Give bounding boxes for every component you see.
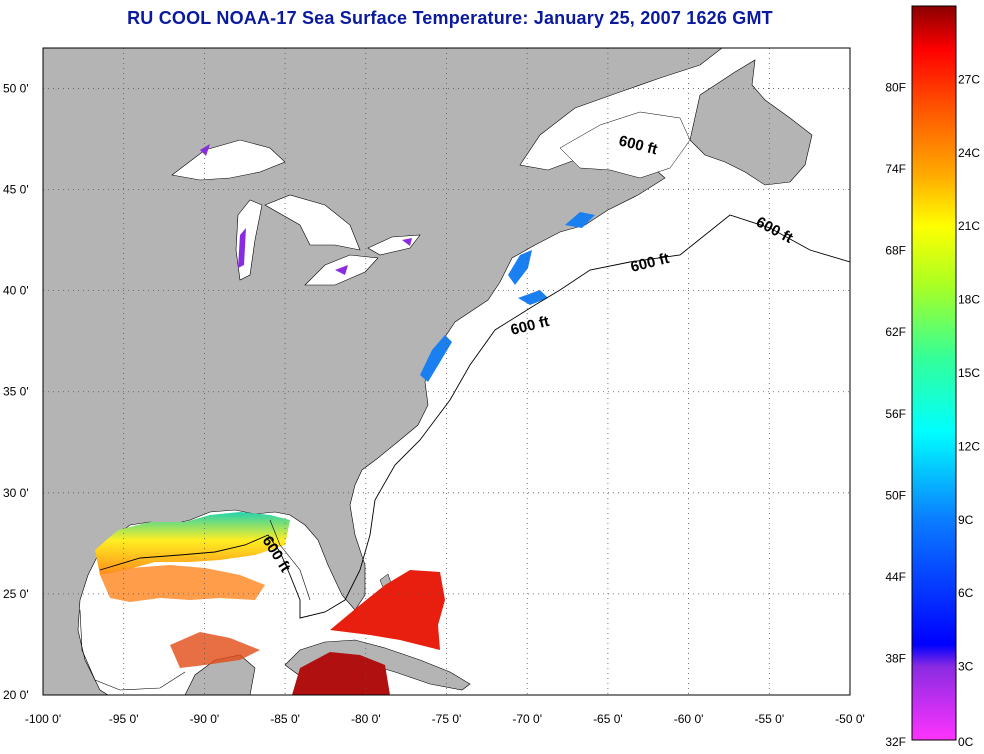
- latitude-tick-label: 20 0': [3, 688, 29, 702]
- gulf-sst-offshore: [100, 565, 265, 602]
- gulf-st-lawrence: [559, 111, 691, 179]
- gulf-inner-shelf-line: [79, 519, 311, 691]
- colorbar-gradient: [911, 5, 957, 741]
- colorbar-fahrenheit-label: 50F: [885, 488, 906, 502]
- colorbar-fahrenheit-labels: 32F 38F 44F 50F 56F 62F 68F 74F 80F: [885, 81, 906, 749]
- latitude-labels: 20 0' 25 0' 30 0' 35 0' 40 0' 45 0' 50 0': [3, 81, 29, 702]
- colorbar-fahrenheit-label: 74F: [885, 162, 906, 176]
- map-title: RU COOL NOAA-17 Sea Surface Temperature:…: [127, 8, 773, 28]
- colorbar-celsius-label: 27C: [958, 72, 980, 86]
- longitude-tick-label: -50 0': [835, 712, 865, 726]
- map-frame: [42, 47, 851, 696]
- longitude-tick-label: -90 0': [190, 712, 220, 726]
- colorbar-celsius-labels: 0C 3C 6C 9C 12C 15C 18C 21C 24C 27C: [958, 72, 980, 749]
- latitude-tick-label: 45 0': [3, 183, 29, 197]
- colorbar-celsius-label: 0C: [958, 735, 974, 749]
- longitude-tick-label: -75 0': [432, 712, 462, 726]
- longitude-tick-label: -65 0': [593, 712, 623, 726]
- latitude-tick-label: 35 0': [3, 385, 29, 399]
- colorbar-celsius-label: 24C: [958, 146, 980, 160]
- latitude-tick-label: 25 0': [3, 587, 29, 601]
- colorbar-fahrenheit-label: 44F: [885, 570, 906, 584]
- cold-lake-sst: [200, 144, 412, 275]
- gulf-south-sst-patch: [170, 632, 260, 668]
- latitude-tick-label: 30 0': [3, 486, 29, 500]
- latitude-tick-label: 40 0': [3, 284, 29, 298]
- colorbar-fahrenheit-label: 56F: [885, 407, 906, 421]
- longitude-tick-label: -60 0': [674, 712, 704, 726]
- longitude-tick-label: -95 0': [109, 712, 139, 726]
- colorbar-celsius-label: 9C: [958, 513, 974, 527]
- colorbar-celsius-label: 12C: [958, 439, 980, 453]
- colorbar-celsius-label: 3C: [958, 660, 974, 674]
- longitude-tick-label: -55 0': [754, 712, 784, 726]
- colorbar-celsius-label: 15C: [958, 366, 980, 380]
- longitude-tick-label: -85 0': [270, 712, 300, 726]
- colorbar: 32F 38F 44F 50F 56F 62F 68F 74F 80F 0C 3C 6C 9C 12C 1…: [885, 5, 980, 749]
- longitude-tick-label: -80 0': [351, 712, 381, 726]
- colorbar-fahrenheit-label: 62F: [885, 325, 906, 339]
- cold-coastal-sst: [420, 212, 595, 382]
- longitude-labels: -100 0' -95 0' -90 0' -85 0' -80 0' -75 0' -70…: [25, 712, 865, 726]
- latitude-tick-label: 50 0': [3, 81, 29, 95]
- colorbar-celsius-label: 6C: [958, 586, 974, 600]
- longitude-tick-label: -70 0': [512, 712, 542, 726]
- caribbean-sst-warm: [330, 570, 445, 650]
- colorbar-fahrenheit-label: 38F: [885, 651, 906, 665]
- newfoundland-land: [689, 59, 813, 186]
- colorbar-fahrenheit-label: 32F: [885, 735, 906, 749]
- colorbar-celsius-label: 21C: [958, 219, 980, 233]
- longitude-tick-label: -100 0': [25, 712, 61, 726]
- colorbar-fahrenheit-label: 68F: [885, 244, 906, 258]
- cuba-south-sst: [292, 652, 390, 695]
- isobath-line: [99, 214, 850, 619]
- colorbar-fahrenheit-label: 80F: [885, 81, 906, 95]
- gulf-sst-nearshore: [95, 512, 290, 575]
- colorbar-celsius-label: 18C: [958, 293, 980, 307]
